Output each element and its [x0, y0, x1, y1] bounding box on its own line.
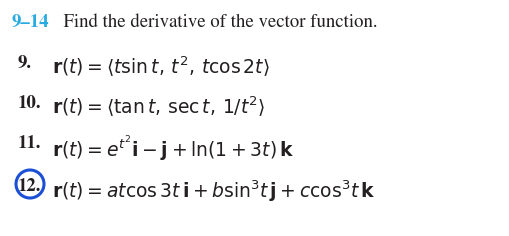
- Text: 9–14: 9–14: [12, 14, 49, 31]
- Text: $\mathbf{r}(t) = \langle\tan t,\, \sec t,\, 1/t^2\rangle$: $\mathbf{r}(t) = \langle\tan t,\, \sec t…: [52, 95, 265, 119]
- Text: $\mathbf{r}(t) = e^{t^2}\mathbf{i} - \mathbf{j} + \ln(1 + 3t)\,\mathbf{k}$: $\mathbf{r}(t) = e^{t^2}\mathbf{i} - \ma…: [52, 135, 294, 163]
- Text: $\mathbf{r}(t) = \langle t\sin t,\, t^2,\, t\cos 2t\rangle$: $\mathbf{r}(t) = \langle t\sin t,\, t^2,…: [52, 55, 269, 79]
- Text: 12.: 12.: [18, 178, 41, 195]
- Text: 10.: 10.: [18, 95, 41, 112]
- Text: 11.: 11.: [18, 135, 41, 152]
- Text: Find the derivative of the vector function.: Find the derivative of the vector functi…: [54, 14, 377, 31]
- Text: $\mathbf{r}(t) = at\cos 3t\,\mathbf{i} + b\sin^3\!t\,\mathbf{j} + c\cos^3\!t\,\m: $\mathbf{r}(t) = at\cos 3t\,\mathbf{i} +…: [52, 178, 375, 203]
- Text: 9.: 9.: [18, 55, 32, 72]
